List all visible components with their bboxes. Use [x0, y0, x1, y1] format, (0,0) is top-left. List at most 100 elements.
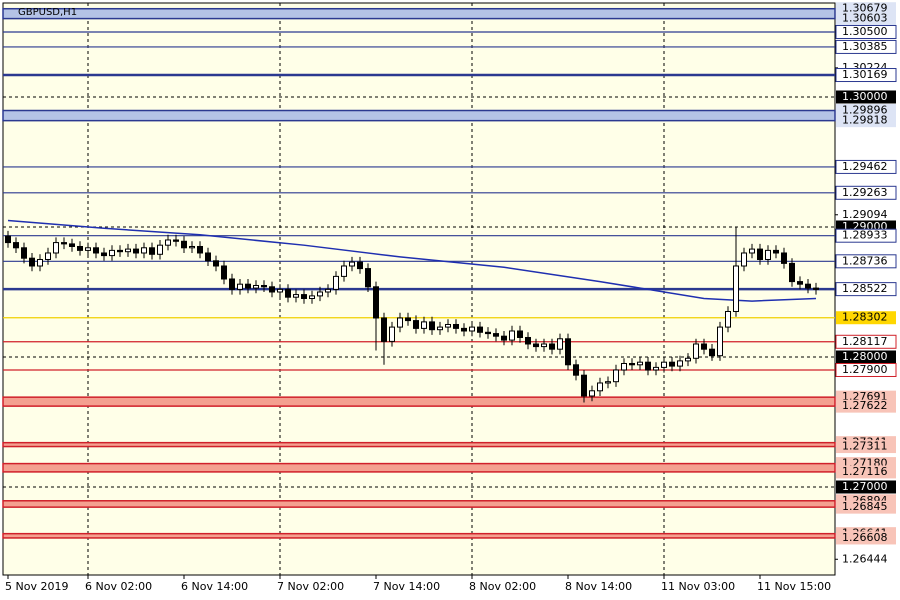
- candle-body: [637, 361, 643, 366]
- candle-body: [149, 247, 155, 255]
- candle-body: [205, 252, 211, 262]
- candle-body: [293, 294, 299, 298]
- candle-body: [541, 343, 547, 348]
- candle-body: [477, 326, 483, 333]
- candle-body: [357, 261, 363, 270]
- candle-body: [709, 348, 715, 357]
- candle-body: [317, 291, 323, 297]
- candle-body: [741, 252, 747, 267]
- candle-body: [69, 243, 75, 247]
- candle-body: [453, 323, 459, 329]
- level-label: 1.30603: [842, 12, 888, 25]
- candle-body: [533, 343, 539, 348]
- level-label-box: [835, 24, 897, 39]
- level-label: 1.29818: [842, 114, 888, 127]
- candle-body: [333, 275, 339, 290]
- x-tick-label: 11 Nov 03:00: [661, 580, 735, 593]
- candle-body: [117, 249, 123, 253]
- candle-body: [725, 310, 731, 328]
- x-tick-label: 6 Nov 02:00: [85, 580, 152, 593]
- x-tick-label: 7 Nov 02:00: [277, 580, 344, 593]
- candle-body: [517, 330, 523, 338]
- level-label-box: [836, 311, 896, 325]
- level-label-box: [835, 254, 897, 269]
- candle-body: [157, 244, 163, 255]
- level-label-box: [836, 12, 896, 26]
- level-label: 1.28302: [842, 311, 888, 324]
- level-label: 1.26608: [842, 531, 888, 544]
- level-label-box: [836, 480, 896, 494]
- candle-body: [485, 331, 491, 335]
- x-tick-label: 8 Nov 02:00: [469, 580, 536, 593]
- candle-body: [45, 252, 51, 260]
- level-label-box: [835, 334, 897, 349]
- level-label-box: [835, 68, 897, 83]
- candle-body: [389, 326, 395, 342]
- candle-body: [557, 338, 563, 350]
- candle-body: [437, 326, 443, 331]
- level-label: 1.27000: [842, 480, 888, 493]
- candle-body: [141, 247, 147, 254]
- level-label: 1.27900: [842, 363, 888, 376]
- candle-body: [277, 288, 283, 293]
- candle-body: [653, 366, 659, 371]
- candle-body: [173, 239, 179, 242]
- y-tick-label: 1.29094: [842, 208, 888, 221]
- level-label: 1.28736: [842, 254, 888, 267]
- candle-body: [189, 245, 195, 249]
- level-label: 1.27116: [842, 465, 888, 478]
- candle-body: [309, 295, 315, 299]
- level-zone: [2, 396, 836, 407]
- candle-body: [53, 242, 59, 254]
- candle-body: [165, 239, 171, 246]
- candle-body: [605, 381, 611, 384]
- candle-body: [245, 283, 251, 289]
- level-label-box: [836, 531, 896, 545]
- level-label: 1.30385: [842, 40, 888, 53]
- candle-body: [765, 249, 771, 260]
- candle-body: [101, 252, 107, 257]
- candle-body: [229, 278, 235, 290]
- candle-body: [133, 248, 139, 254]
- candle-body: [589, 390, 595, 397]
- level-label: 1.30500: [842, 25, 888, 38]
- candle-body: [261, 284, 267, 288]
- candle-body: [213, 260, 219, 267]
- level-label-box: [836, 350, 896, 364]
- moving-average: [7, 219, 817, 302]
- candle-body: [461, 327, 467, 332]
- candle-body: [597, 382, 603, 392]
- candle-body: [693, 343, 699, 359]
- x-tick-label: 8 Nov 14:00: [565, 580, 632, 593]
- x-tick-label: 5 Nov 2019: [5, 580, 68, 593]
- candle-body: [285, 288, 291, 298]
- candle-body: [805, 283, 811, 289]
- x-tick-label: 6 Nov 14:00: [181, 580, 248, 593]
- candle-body: [373, 286, 379, 319]
- candle-body: [301, 294, 307, 299]
- level-label-box: [836, 114, 896, 128]
- candle-body: [581, 374, 587, 397]
- candle-body: [109, 249, 115, 257]
- candle-body: [781, 252, 787, 264]
- candle-body: [565, 338, 571, 366]
- candle-body: [61, 242, 67, 245]
- candle-body: [717, 326, 723, 357]
- candle-body: [661, 361, 667, 368]
- candle-body: [749, 248, 755, 254]
- candle-body: [197, 245, 203, 254]
- candle-body: [397, 317, 403, 328]
- candle-body: [125, 248, 131, 253]
- candle-body: [613, 369, 619, 383]
- candle-body: [669, 361, 675, 367]
- candle-body: [733, 265, 739, 312]
- level-label-box: [836, 500, 896, 514]
- candle-body: [325, 288, 331, 293]
- candle-body: [21, 247, 27, 259]
- candle-body: [365, 268, 371, 288]
- candle-body: [29, 257, 35, 267]
- candle-body: [341, 265, 347, 277]
- level-label: 1.29462: [842, 160, 888, 173]
- candle-body: [421, 321, 427, 329]
- level-zone: [2, 441, 836, 448]
